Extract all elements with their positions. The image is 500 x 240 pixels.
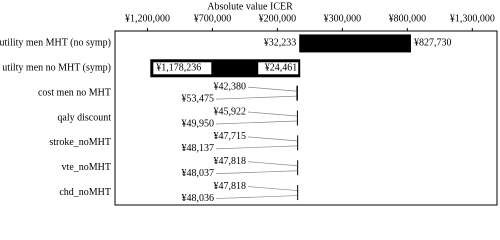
value-label: ¥48,036 (182, 193, 215, 204)
bar (296, 110, 298, 126)
label-box (153, 62, 212, 75)
x-tick-label: ¥200,000 (259, 13, 297, 24)
value-label: ¥32,233 (264, 38, 297, 49)
plot-frame (114, 30, 498, 206)
chart-title: Absolute value ICER (207, 1, 293, 12)
value-label: ¥53,475 (182, 93, 215, 104)
x-tick-label: ¥1,300,000 (450, 13, 495, 24)
leader-line (247, 86, 297, 92)
x-tick-label: ¥1,200,000 (125, 13, 170, 24)
leader-line (215, 120, 297, 125)
category-label: utilty men no MHT (symp) (2, 63, 111, 74)
category-label: utility men MHT (no symp) (0, 38, 111, 49)
bar (297, 160, 299, 176)
leader-line (215, 95, 297, 100)
leader-line (215, 195, 298, 199)
bar (297, 135, 299, 151)
value-label: ¥48,137 (182, 143, 215, 154)
value-label: ¥47,715 (214, 131, 247, 142)
x-tick-label: ¥700,000 (194, 13, 232, 24)
value-label: ¥49,950 (182, 118, 215, 129)
bar (299, 34, 411, 53)
leader-line (247, 136, 298, 142)
value-label: ¥1,178,236 (156, 63, 201, 74)
chart: Absolute value ICER ¥1,200,000 ¥700,000 ¥2… (0, 1, 498, 206)
x-tick-label: ¥800,000 (389, 13, 427, 24)
category-label: stroke_noMHT (49, 137, 111, 148)
label-box (258, 62, 299, 75)
value-label: ¥47,818 (214, 181, 247, 192)
category-label: chd_noMHT (59, 187, 111, 198)
value-label: ¥24,461 (265, 63, 298, 74)
x-tick-label: ¥300,000 (324, 13, 362, 24)
leader-line (247, 161, 298, 167)
leader-line (215, 145, 298, 150)
bar (297, 185, 299, 201)
category-label: qaly discount (57, 112, 111, 123)
category-label: vte_noMHT (62, 162, 111, 173)
leader-line (247, 186, 298, 191)
value-label: ¥42,380 (214, 81, 247, 92)
leader-line (247, 111, 297, 117)
bar (296, 85, 298, 101)
value-label: ¥827,730 (414, 38, 452, 49)
value-label: ¥45,922 (214, 106, 247, 117)
value-label: ¥47,818 (214, 156, 247, 167)
leader-line (215, 170, 298, 175)
value-label: ¥48,037 (182, 168, 215, 179)
category-label: cost men no MHT (38, 87, 111, 98)
